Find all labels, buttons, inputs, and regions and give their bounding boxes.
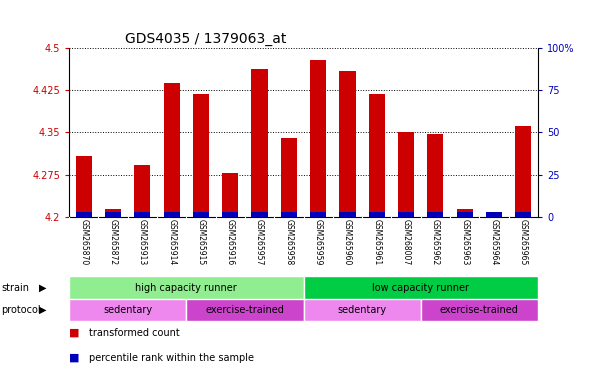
Bar — [105, 212, 121, 217]
Bar — [398, 212, 414, 217]
Text: GSM265964: GSM265964 — [489, 219, 498, 265]
Bar — [368, 212, 385, 217]
Bar — [222, 212, 239, 217]
Text: GSM265962: GSM265962 — [431, 219, 440, 265]
Text: ▶: ▶ — [39, 305, 46, 315]
Bar — [186, 299, 304, 321]
Text: strain: strain — [1, 283, 29, 293]
Text: sedentary: sedentary — [103, 305, 152, 315]
Bar — [421, 299, 538, 321]
Bar — [69, 299, 186, 321]
Bar — [310, 60, 326, 217]
Text: transformed count: transformed count — [89, 328, 180, 338]
Bar — [193, 212, 209, 217]
Text: GSM265914: GSM265914 — [167, 219, 176, 265]
Bar — [222, 173, 239, 217]
Bar — [281, 137, 297, 217]
Text: percentile rank within the sample: percentile rank within the sample — [89, 353, 254, 362]
Text: protocol: protocol — [1, 305, 41, 315]
Text: GSM265961: GSM265961 — [372, 219, 381, 265]
Bar — [515, 212, 531, 217]
Text: exercise-trained: exercise-trained — [206, 305, 284, 315]
Bar — [251, 212, 267, 217]
Bar — [134, 165, 150, 217]
Text: GSM265960: GSM265960 — [343, 219, 352, 265]
Bar — [76, 156, 92, 217]
Bar — [427, 134, 444, 217]
Text: sedentary: sedentary — [338, 305, 386, 315]
Bar — [251, 69, 267, 217]
Text: high capacity runner: high capacity runner — [135, 283, 237, 293]
Bar — [134, 212, 150, 217]
Text: GSM265963: GSM265963 — [460, 219, 469, 265]
Bar — [515, 126, 531, 217]
Text: ■: ■ — [69, 353, 79, 362]
Text: ■: ■ — [69, 328, 79, 338]
Text: GSM265913: GSM265913 — [138, 219, 147, 265]
Bar — [310, 212, 326, 217]
Text: ▶: ▶ — [39, 283, 46, 293]
Text: GSM265957: GSM265957 — [255, 219, 264, 265]
Bar — [304, 299, 421, 321]
Bar — [163, 212, 180, 217]
Bar — [427, 212, 444, 217]
Text: GSM265915: GSM265915 — [197, 219, 206, 265]
Bar — [105, 209, 121, 217]
Bar — [304, 276, 538, 299]
Text: GSM265870: GSM265870 — [79, 219, 88, 265]
Text: GSM265916: GSM265916 — [226, 219, 235, 265]
Text: GSM265958: GSM265958 — [284, 219, 293, 265]
Text: exercise-trained: exercise-trained — [440, 305, 519, 315]
Text: GSM265872: GSM265872 — [109, 219, 118, 265]
Bar — [163, 83, 180, 217]
Bar — [486, 213, 502, 217]
Text: GSM268007: GSM268007 — [401, 219, 410, 265]
Text: GDS4035 / 1379063_at: GDS4035 / 1379063_at — [126, 31, 287, 46]
Text: GSM265959: GSM265959 — [314, 219, 323, 265]
Bar — [340, 212, 356, 217]
Bar — [457, 209, 473, 217]
Bar — [193, 94, 209, 217]
Bar — [281, 212, 297, 217]
Bar — [76, 212, 92, 217]
Bar — [368, 94, 385, 217]
Bar — [398, 132, 414, 217]
Bar — [340, 71, 356, 217]
Bar — [69, 276, 304, 299]
Bar — [457, 212, 473, 217]
Text: low capacity runner: low capacity runner — [372, 283, 469, 293]
Text: GSM265965: GSM265965 — [519, 219, 528, 265]
Bar — [486, 212, 502, 217]
